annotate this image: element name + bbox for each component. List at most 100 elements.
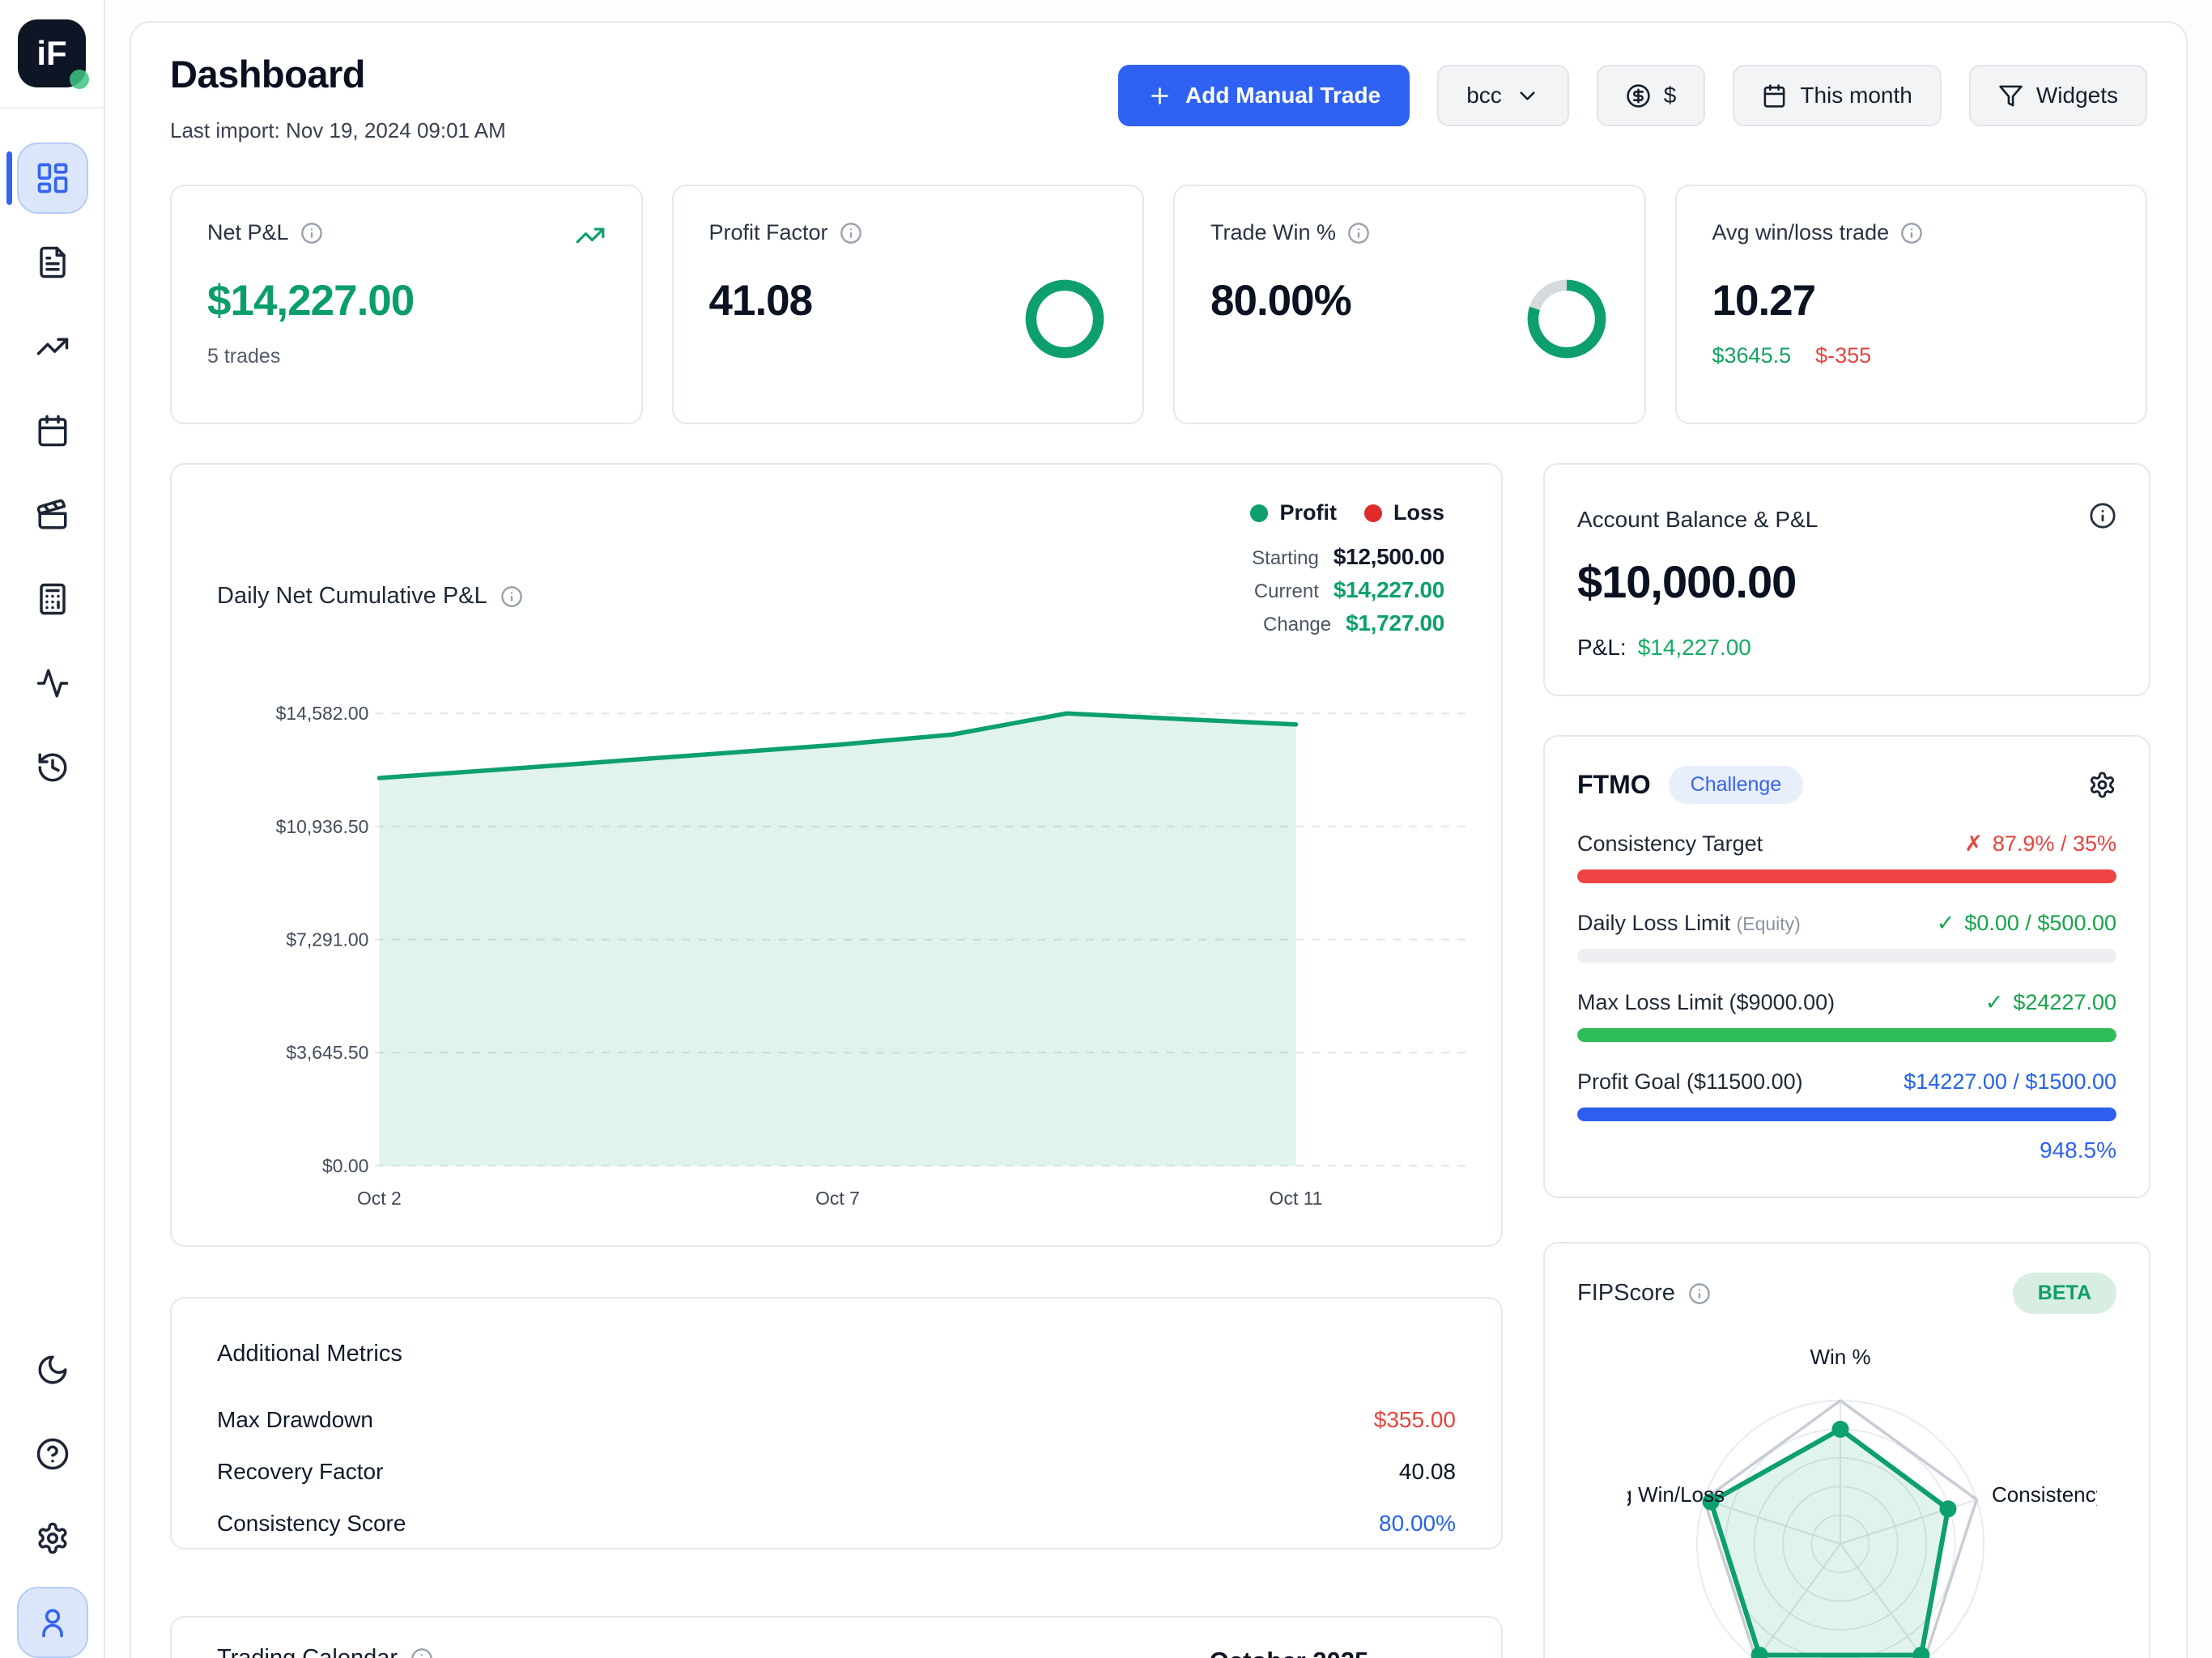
svg-text:$0.00: $0.00 <box>322 1155 368 1176</box>
loss-legend-dot <box>1363 504 1382 522</box>
kpi-row: Net P&L $14,227.00 5 trades Profit Facto… <box>170 185 2147 424</box>
calendar-title: Trading Calendar <box>217 1645 398 1658</box>
left-column: Daily Net Cumulative P&L Profit Loss Sta… <box>170 463 1503 1658</box>
sidebar-item-dashboard[interactable] <box>0 136 105 220</box>
profit-factor-ring <box>1025 279 1104 359</box>
active-indicator <box>6 151 12 205</box>
challenge-badge: Challenge <box>1668 766 1804 804</box>
clapperboard-icon <box>36 498 70 532</box>
info-icon[interactable] <box>1347 222 1370 244</box>
metric-value: 80.00% <box>1379 1511 1456 1536</box>
help-circle-icon <box>36 1437 70 1471</box>
avg-loss-value: $-355 <box>1815 343 1872 368</box>
currency-button[interactable]: $ <box>1596 65 1706 126</box>
kpi-card-net-pnl: Net P&L $14,227.00 5 trades <box>170 185 643 424</box>
change-value: $1,727.00 <box>1346 610 1444 636</box>
pnl-label: P&L: <box>1577 635 1627 660</box>
sidebar-item-calendar[interactable] <box>0 389 105 473</box>
moon-icon <box>36 1353 70 1387</box>
info-icon[interactable] <box>1688 1282 1711 1305</box>
info-icon[interactable] <box>410 1647 433 1658</box>
account-balance-card: Account Balance & P&L $10,000.00 P&L: $1… <box>1543 463 2150 696</box>
kpi-value: 80.00% <box>1210 277 1352 325</box>
calendar-month-label: October 2025 <box>1176 1647 1402 1658</box>
radar-axis-avg-win-loss: Avg Win/Loss <box>1627 1482 1725 1507</box>
kpi-value: 41.08 <box>708 277 814 325</box>
sidebar-item-history[interactable] <box>0 725 105 810</box>
fipscore-title: FIPScore <box>1577 1280 1675 1306</box>
kpi-card-trade-win: Trade Win % 80.00% <box>1173 185 1646 424</box>
info-icon[interactable] <box>840 222 862 244</box>
sidebar-item-replay[interactable] <box>0 473 105 557</box>
chart-title: Daily Net Cumulative P&L <box>217 583 487 609</box>
dollar-circle-icon <box>1626 83 1651 108</box>
next-month-button[interactable] <box>1425 1648 1461 1658</box>
beta-badge: BETA <box>2012 1273 2116 1314</box>
kpi-subtext: 5 trades <box>207 345 281 368</box>
chevron-down-icon <box>1515 83 1540 108</box>
kpi-card-profit-factor: Profit Factor 41.08 <box>671 185 1144 424</box>
sidebar-item-journal[interactable] <box>0 220 105 304</box>
kpi-value: $14,227.00 <box>207 277 415 325</box>
metric-row: Max Drawdown $355.00 <box>217 1407 1456 1432</box>
header-actions: Add Manual Trade bcc $ This month Widget… <box>1118 65 2147 126</box>
info-icon[interactable] <box>2089 502 2116 529</box>
avg-win-value: $3645.5 <box>1712 343 1792 368</box>
sidebar: iF <box>0 0 105 1658</box>
trending-up-icon <box>575 220 606 251</box>
main-panel: Dashboard Last import: Nov 19, 2024 09:0… <box>130 21 2188 1658</box>
radar-axis-consistency: Consistency <box>1992 1482 2097 1507</box>
progress-bar <box>1577 949 2116 963</box>
fipscore-card: FIPScore BETA Win % Consistency Avg Win/… <box>1543 1242 2150 1658</box>
prev-month-button[interactable] <box>1124 1648 1159 1658</box>
calendar-icon <box>1762 83 1787 108</box>
sidebar-item-calculator[interactable] <box>0 557 105 641</box>
logo-mark: iF <box>18 19 89 89</box>
svg-text:Oct 2: Oct 2 <box>357 1188 402 1209</box>
dashboard-icon <box>35 160 70 196</box>
cumulative-pnl-chart[interactable]: $14,582.00 $10,936.50 $7,291.00 $3,645.50 $0… <box>172 465 1501 1247</box>
kpi-label: Avg win/loss trade <box>1712 220 1890 244</box>
history-icon <box>36 750 70 784</box>
right-column: Account Balance & P&L $10,000.00 P&L: $1… <box>1543 463 2150 1658</box>
app-logo[interactable]: iF <box>0 0 104 108</box>
sidebar-item-theme[interactable] <box>0 1328 105 1412</box>
kpi-label: Trade Win % <box>1210 220 1337 244</box>
ftmo-row-daily-loss: Daily Loss Limit (Equity) ✓ $0.00 / $500.… <box>1577 911 2116 935</box>
user-icon <box>35 1605 70 1640</box>
info-icon[interactable] <box>500 585 523 608</box>
metrics-title: Additional Metrics <box>217 1341 402 1367</box>
sidebar-nav <box>0 136 105 810</box>
svg-text:$10,936.50: $10,936.50 <box>276 816 369 837</box>
widgets-button[interactable]: Widgets <box>1968 65 2147 126</box>
info-icon[interactable] <box>1900 222 1923 244</box>
sidebar-item-analytics[interactable] <box>0 304 105 389</box>
settings-gear-icon[interactable] <box>2088 771 2116 799</box>
account-select[interactable]: bcc <box>1437 65 1569 126</box>
profit-goal-percent: 948.5% <box>2040 1137 2116 1163</box>
svg-text:$3,645.50: $3,645.50 <box>286 1042 368 1063</box>
activity-icon <box>36 666 70 700</box>
progress-bar <box>1577 1028 2116 1042</box>
add-manual-trade-button[interactable]: Add Manual Trade <box>1118 65 1410 126</box>
trading-calendar-card: Trading Calendar October 2025 <box>170 1616 1503 1658</box>
check-icon: ✓ <box>1936 911 1955 935</box>
kpi-card-avg-win-loss: Avg win/loss trade 10.27 $3645.5 $-355 <box>1674 185 2147 424</box>
sidebar-item-settings[interactable] <box>0 1496 105 1580</box>
sidebar-item-profile[interactable] <box>0 1580 105 1658</box>
status-dot-icon <box>70 70 89 89</box>
metric-row: Consistency Score 80.00% <box>217 1511 1456 1536</box>
balance-value: $10,000.00 <box>1577 556 1797 607</box>
sidebar-bottom-nav <box>0 1328 105 1658</box>
last-import-text: Last import: Nov 19, 2024 09:01 AM <box>170 118 506 142</box>
svg-text:$14,582.00: $14,582.00 <box>276 703 369 724</box>
date-range-button[interactable]: This month <box>1733 65 1942 126</box>
sidebar-item-activity[interactable] <box>0 641 105 725</box>
sidebar-item-help[interactable] <box>0 1412 105 1496</box>
svg-text:Oct 7: Oct 7 <box>815 1188 860 1209</box>
kpi-label: Profit Factor <box>708 220 828 244</box>
info-icon[interactable] <box>300 222 323 244</box>
plus-icon <box>1147 83 1172 108</box>
calculator-icon <box>36 582 70 616</box>
